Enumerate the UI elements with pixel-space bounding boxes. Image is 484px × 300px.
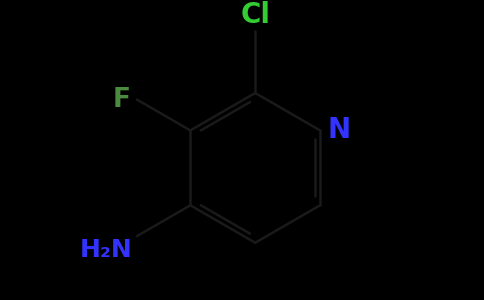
Text: H₂N: H₂N <box>80 238 133 262</box>
Text: F: F <box>112 87 130 112</box>
Text: Cl: Cl <box>240 1 270 29</box>
Text: N: N <box>328 116 351 144</box>
